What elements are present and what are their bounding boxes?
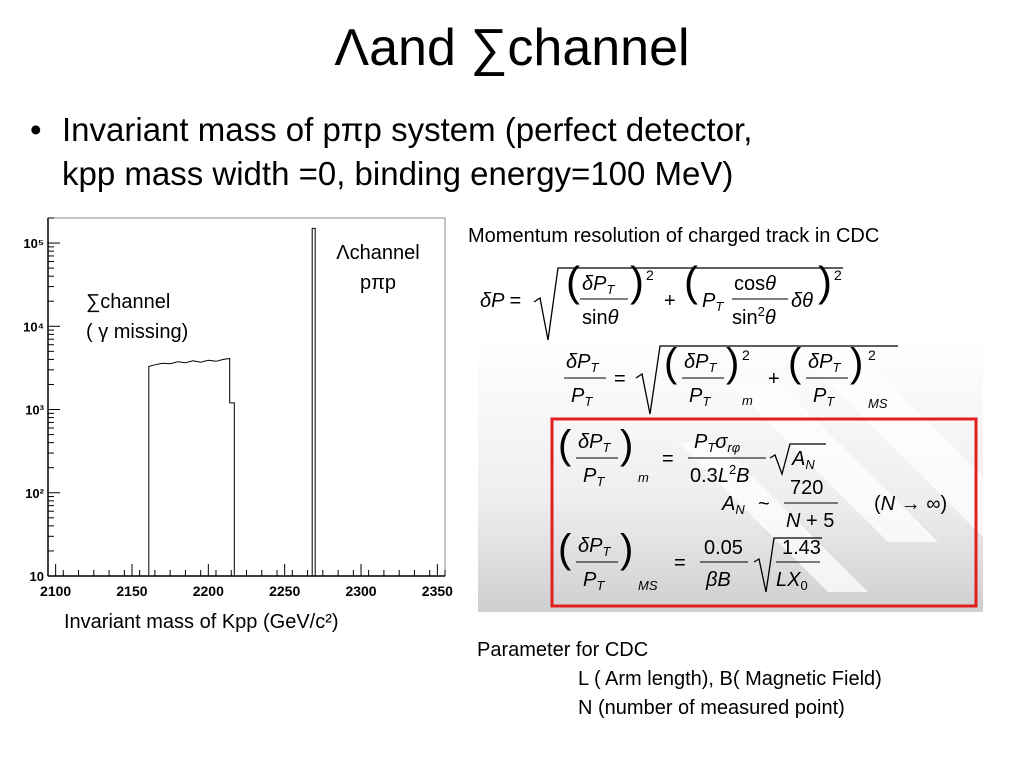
svg-text:(: (	[788, 341, 802, 385]
bullet-dot: •	[30, 111, 42, 148]
svg-text:MS: MS	[868, 396, 888, 411]
histogram-line	[48, 227, 445, 577]
momentum-resolution-heading: Momentum resolution of charged track in …	[468, 225, 880, 247]
eq-delta-pt: δPT PT = ( δPT PT ) 2 m + ( δPT PT ) 2 M…	[564, 341, 898, 415]
svg-text:): )	[620, 527, 633, 571]
svg-text:2: 2	[742, 347, 750, 363]
svg-text:+: +	[664, 290, 676, 312]
y-ticks: 10 10² 10³ 10⁴ 10⁵	[23, 217, 60, 584]
svg-text:N + 5: N + 5	[786, 510, 834, 532]
svg-text:=: =	[662, 448, 674, 470]
svg-text:(N → ∞): (N → ∞)	[874, 493, 947, 515]
highlight-box	[550, 417, 978, 608]
parameter-list: Parameter for CDC L ( Arm length), B( Ma…	[477, 636, 882, 723]
x-ticks: 2100 2150 2200 2250 2300 2350	[40, 564, 453, 599]
x-tick-label: 2200	[193, 583, 224, 599]
svg-text:δθ: δθ	[791, 290, 813, 312]
svg-text:(: (	[558, 423, 572, 467]
bullet-text: Invariant mass of pπp system (perfect de…	[62, 108, 962, 196]
slide-title: Λand ∑channel	[334, 19, 690, 77]
eq-delta-p: δP = ( δPT sinθ ) 2 + ( PT cosθ sin2θ δθ…	[480, 262, 843, 341]
x-tick-label: 2150	[116, 583, 147, 599]
svg-text:cosθ: cosθ	[734, 273, 776, 295]
svg-text:2: 2	[868, 347, 876, 363]
svg-text:m: m	[638, 470, 649, 485]
svg-text:+: +	[768, 368, 780, 390]
svg-text:0.3L2B: 0.3L2B	[690, 462, 750, 487]
equation-panel: δP = ( δPT sinθ ) 2 + ( PT cosθ sin2θ δθ…	[478, 262, 983, 612]
x-axis-label: Invariant mass of Kpp (GeV/c²)	[64, 611, 339, 633]
parameter-heading: Parameter for CDC	[477, 639, 649, 661]
y-tick-label: 10⁵	[23, 236, 44, 251]
y-tick-label: 10	[30, 569, 44, 584]
svg-text:(: (	[566, 262, 580, 305]
lambda-annotation-line-1: Λchannel	[336, 242, 419, 264]
y-tick-label: 10²	[25, 486, 44, 501]
svg-text:δP =: δP =	[480, 290, 521, 312]
svg-text:1.43: 1.43	[782, 537, 821, 559]
svg-text:): )	[726, 341, 739, 385]
decorative-stripes	[678, 352, 983, 592]
svg-text:PTσrφ: PTσrφ	[694, 431, 741, 455]
svg-text:0.05: 0.05	[704, 537, 743, 559]
svg-text:~: ~	[758, 493, 770, 515]
x-tick-label: 2250	[269, 583, 300, 599]
lambda-annotation-line-2: pπp	[360, 272, 396, 294]
svg-text:(: (	[558, 527, 572, 571]
svg-text:PT: PT	[702, 290, 724, 314]
svg-text:=: =	[614, 368, 626, 390]
sigma-annotation-line-2: ( γ missing)	[86, 321, 188, 343]
svg-text:sinθ: sinθ	[582, 307, 619, 329]
parameter-line-1: L ( Arm length), B( Magnetic Field)	[578, 668, 882, 690]
svg-text:MS: MS	[638, 578, 658, 593]
svg-text:(: (	[684, 262, 698, 305]
eq-an: AN ~ 720 N + 5 (N → ∞)	[721, 477, 947, 532]
svg-text:sin2θ: sin2θ	[732, 304, 776, 329]
svg-text:2: 2	[834, 267, 842, 283]
x-tick-label: 2100	[40, 583, 71, 599]
svg-text:βB: βB	[705, 569, 731, 591]
svg-text:): )	[630, 262, 644, 305]
svg-text:): )	[818, 262, 832, 305]
bullet-line-2: kpp mass width =0, binding energy=100 Me…	[62, 155, 734, 192]
svg-text:δPT: δPT	[582, 273, 615, 297]
x-tick-label: 2300	[345, 583, 376, 599]
svg-text:): )	[620, 423, 633, 467]
svg-text:m: m	[742, 393, 753, 408]
svg-text:2: 2	[646, 267, 654, 283]
x-tick-label: 2350	[422, 583, 453, 599]
eq-measurement-term: ( δPT PT ) m = PTσrφ 0.3L2B AN	[558, 423, 826, 489]
y-tick-label: 10⁴	[23, 319, 44, 334]
svg-text:(: (	[664, 341, 678, 385]
svg-text:720: 720	[790, 477, 823, 499]
svg-text:): )	[850, 341, 863, 385]
y-tick-label: 10³	[25, 403, 44, 418]
bullet-line-1: Invariant mass of pπp system (perfect de…	[62, 111, 753, 148]
sigma-annotation-line-1: ∑channel	[86, 291, 170, 313]
parameter-line-2: N (number of measured point)	[578, 697, 845, 719]
svg-text:=: =	[674, 552, 686, 574]
plot-frame	[47, 217, 446, 577]
